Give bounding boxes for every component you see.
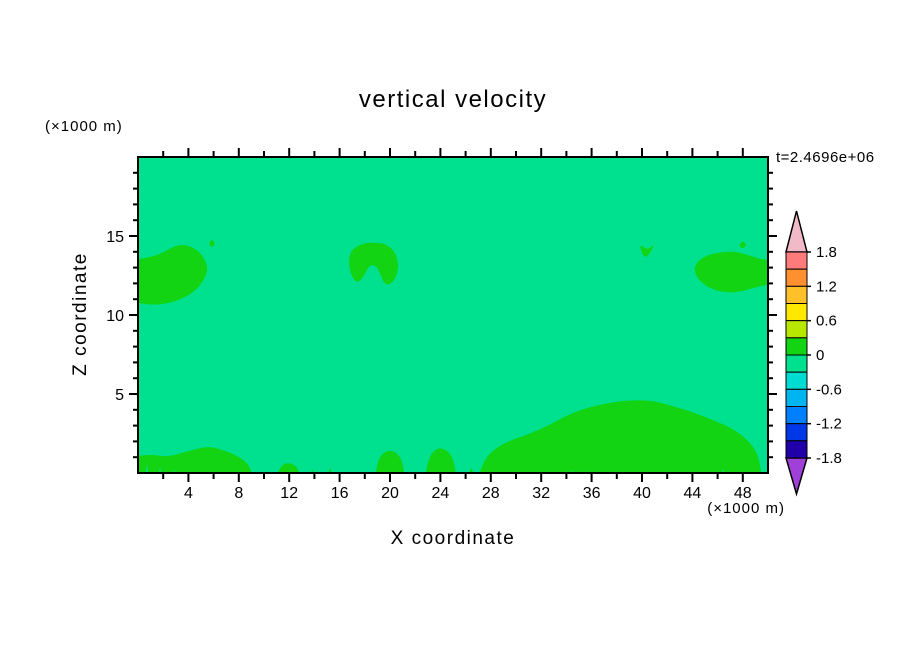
y-tick-label: 15 <box>106 229 124 246</box>
colorbar-band-0.9-1.2 <box>785 285 808 305</box>
updraft-region-upper-left-patch <box>138 244 208 305</box>
y-tick-label: 10 <box>106 308 124 325</box>
colorbar-tick-label: -1.8 <box>816 450 842 467</box>
x-tick-label: 28 <box>482 485 500 502</box>
colorbar-tick-label: -0.6 <box>816 381 842 398</box>
updraft-region-bottom-spike-15 <box>328 468 332 473</box>
colorbar-band--0.9--0.6 <box>785 388 808 408</box>
updraft-region-small-chevron-patch <box>640 245 654 257</box>
contour-regions <box>138 240 768 473</box>
x-axis-unit-label: (×1000 m) <box>707 500 785 517</box>
colorbar-tick-label: 1.8 <box>816 244 837 261</box>
colorbar-band-1.2-1.5 <box>785 268 808 287</box>
colorbar-under-arrow <box>785 457 808 497</box>
updraft-region-bottom-left-patch <box>138 447 252 473</box>
x-tick-label: 44 <box>684 485 702 502</box>
x-tick-label: 4 <box>184 485 193 502</box>
x-tick-label: 48 <box>734 485 752 502</box>
colorbar-band--0.3-0 <box>785 354 808 373</box>
colorbar-band--1.5--1.2 <box>785 423 808 442</box>
colorbar-band-0.6-0.9 <box>785 303 808 322</box>
colorbar-tick-label: -1.2 <box>816 416 842 433</box>
y-axis-title: Z coordinate <box>70 252 91 376</box>
x-tick-label: 40 <box>633 485 651 502</box>
colorbar-band--0.6--0.3 <box>785 371 808 390</box>
updraft-region-bottom-bump-12 <box>278 463 300 473</box>
x-tick-label: 36 <box>583 485 601 502</box>
updraft-region-bottom-bump-20 <box>375 450 405 473</box>
x-tick-label: 32 <box>532 485 550 502</box>
updraft-region-upper-right-dot <box>739 241 746 249</box>
updraft-region-upper-left-dot <box>209 240 215 247</box>
updraft-region-upper-right-patch <box>694 251 768 293</box>
colorbar-tick-label: 1.2 <box>816 278 837 295</box>
colorbar-band-1.5-1.8 <box>785 251 808 270</box>
x-tick-label: 12 <box>280 485 298 502</box>
colorbar-band-0.3-0.6 <box>785 320 808 339</box>
chart-title: vertical velocity <box>358 86 548 113</box>
colorbar: 1.8 1.2 0.6 0 -0.6 -1.2 -1.8 <box>785 210 842 497</box>
x-tick-label: 20 <box>381 485 399 502</box>
x-tick-label: 16 <box>331 485 349 502</box>
downdraft-notch-6 <box>722 468 725 473</box>
y-tick-label: 5 <box>115 387 124 404</box>
updraft-region-bottom-bump-24 <box>426 448 456 473</box>
colorbar-band--1.8--1.5 <box>785 440 808 459</box>
colorbar-band--1.2--0.9 <box>785 406 808 425</box>
colorbar-tick-label: 0 <box>816 347 824 364</box>
x-tick-label: 24 <box>432 485 450 502</box>
colorbar-over-arrow <box>785 210 808 253</box>
colorbar-band-0-0.3 <box>785 337 808 356</box>
colorbar-tick-label: 0.6 <box>816 313 837 330</box>
x-tick-label: 8 <box>234 485 243 502</box>
time-annotation: t=2.4696e+06 <box>776 149 875 166</box>
x-axis-title: X coordinate <box>390 528 516 549</box>
updraft-region-bottom-spike-26 <box>469 468 474 473</box>
y-axis-unit-label: (×1000 m) <box>45 118 123 135</box>
updraft-region-bottom-right-patch <box>479 400 762 473</box>
updraft-region-mid-upper-patch <box>349 242 399 285</box>
downdraft-notch-2 <box>159 467 161 473</box>
downdraft-notch-1 <box>145 465 148 473</box>
